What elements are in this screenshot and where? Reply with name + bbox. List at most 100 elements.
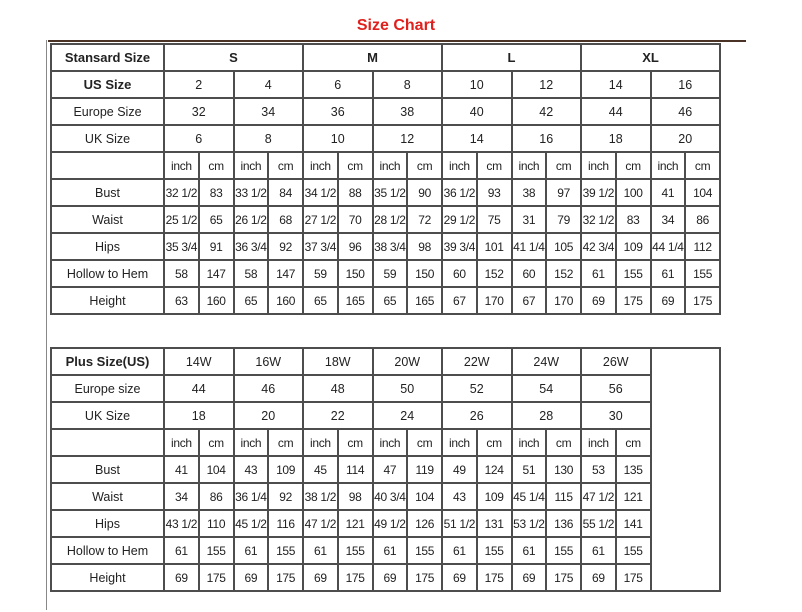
measurement-value: 69 [163,563,200,592]
measurement-value: 41 1/4 [510,232,548,261]
measurement-value: 47 1/2 [302,509,339,538]
size-value: 4 [232,70,304,99]
measurement-value: 170 [545,286,582,315]
measurement-value: 92 [267,482,304,511]
size-value: 6 [302,70,374,99]
row-label: Height [50,563,165,592]
size-value: 40 [441,97,513,126]
row-label: US Size [50,70,165,99]
measurement-value: 38 [510,178,548,207]
size-value: 14 [441,124,513,153]
size-value: 18 [163,401,235,430]
measurement-value: 105 [545,232,582,261]
measurement-value: 116 [267,509,304,538]
row-label: Europe Size [50,97,165,126]
measurement-value: 69 [649,286,687,315]
size-row: Europe size 44 46 48 50 52 54 56 [50,374,720,403]
size-value: 52 [441,374,513,403]
measurement-value: 68 [267,205,304,234]
unit-label: inch [371,151,409,180]
measurement-value: 45 1/4 [510,482,548,511]
row-label-empty [50,151,165,180]
measurement-value: 61 [163,536,200,565]
unit-label: inch [580,151,617,180]
measurement-value: 69 [371,563,409,592]
measurement-value: 60 [510,259,548,288]
measurement-value: 90 [406,178,443,207]
measurement-value: 61 [371,536,409,565]
size-value: 20 [649,124,721,153]
measurement-value: 26 1/2 [232,205,270,234]
measurement-value: 28 1/2 [371,205,409,234]
measurement-value: 53 [580,455,617,484]
measurement-row: Hips 35 3/4 91 36 3/4 92 37 3/4 96 38 3/4 98 39 3… [50,232,721,261]
size-value: 34 [232,97,304,126]
measurement-value: 104 [197,455,235,484]
unit-label: cm [267,151,304,180]
unit-label: cm [406,428,443,457]
unit-row: inch cm inch cm inch cm inch cm inch cm inch cm inch… [50,428,720,457]
measurement-value: 109 [267,455,304,484]
measurement-value: 47 1/2 [580,482,617,511]
measurement-value: 41 [649,178,687,207]
measurement-value: 93 [475,178,513,207]
row-label: Europe size [50,374,165,403]
size-value: 8 [371,70,443,99]
measurement-row: Hollow to Hem 61 155 61 155 61 155 61 155 61 155 61… [50,536,720,565]
measurement-value: 61 [580,536,617,565]
measurement-value: 175 [406,563,443,592]
measurement-value: 121 [614,482,652,511]
row-label: Bust [50,455,165,484]
measurement-value: 58 [163,259,200,288]
measurement-value: 32 1/2 [163,178,200,207]
empty-cell [649,347,721,592]
measurement-value: 98 [336,482,374,511]
measurement-value: 121 [336,509,374,538]
size-value: 46 [649,97,721,126]
size-value: 38 [371,97,443,126]
row-label: Waist [50,482,165,511]
unit-label: cm [267,428,304,457]
measurement-value: 170 [475,286,513,315]
size-value: 2 [163,70,235,99]
plus-size-header: 16W [232,347,304,376]
unit-label: inch [302,428,339,457]
row-label: Hips [50,509,165,538]
measurement-value: 69 [302,563,339,592]
measurement-value: 155 [614,536,652,565]
plus-size-table: Plus Size(US) 14W 16W 18W 20W 22W 24W 26W Europe… [50,347,721,592]
size-value: 48 [302,374,374,403]
measurement-value: 155 [684,259,721,288]
unit-label: inch [649,151,687,180]
plus-size-header: 26W [580,347,652,376]
measurement-value: 65 [232,286,270,315]
measurement-value: 115 [545,482,582,511]
measurement-value: 155 [267,536,304,565]
measurement-value: 150 [336,259,374,288]
measurement-value: 75 [475,205,513,234]
row-label-empty [50,428,165,457]
size-value: 18 [580,124,652,153]
unit-label: inch [441,428,478,457]
unit-label: cm [475,151,513,180]
unit-label: cm [406,151,443,180]
measurement-row: Bust 32 1/2 83 33 1/2 84 34 1/2 88 35 1/2 90 36 1… [50,178,721,207]
size-value: 8 [232,124,304,153]
size-value: 24 [371,401,443,430]
measurement-row: Waist 34 86 36 1/4 92 38 1/2 98 40 3/4 104 43 109 4… [50,482,720,511]
plus-size-header: 18W [302,347,374,376]
size-value: 12 [510,70,582,99]
measurement-value: 175 [545,563,582,592]
measurement-value: 124 [475,455,513,484]
row-label: Hollow to Hem [50,536,165,565]
measurement-value: 61 [580,259,617,288]
measurement-value: 91 [197,232,235,261]
measurement-value: 101 [475,232,513,261]
measurement-value: 58 [232,259,270,288]
measurement-value: 175 [336,563,374,592]
measurement-value: 152 [475,259,513,288]
header-label: Plus Size(US) [50,347,165,376]
measurement-row: Height 63 160 65 160 65 165 65 165 67 170 67 170 69 17… [50,286,721,315]
measurement-value: 45 1/2 [232,509,270,538]
size-group-row: Stansard Size S M L XL [50,43,721,72]
